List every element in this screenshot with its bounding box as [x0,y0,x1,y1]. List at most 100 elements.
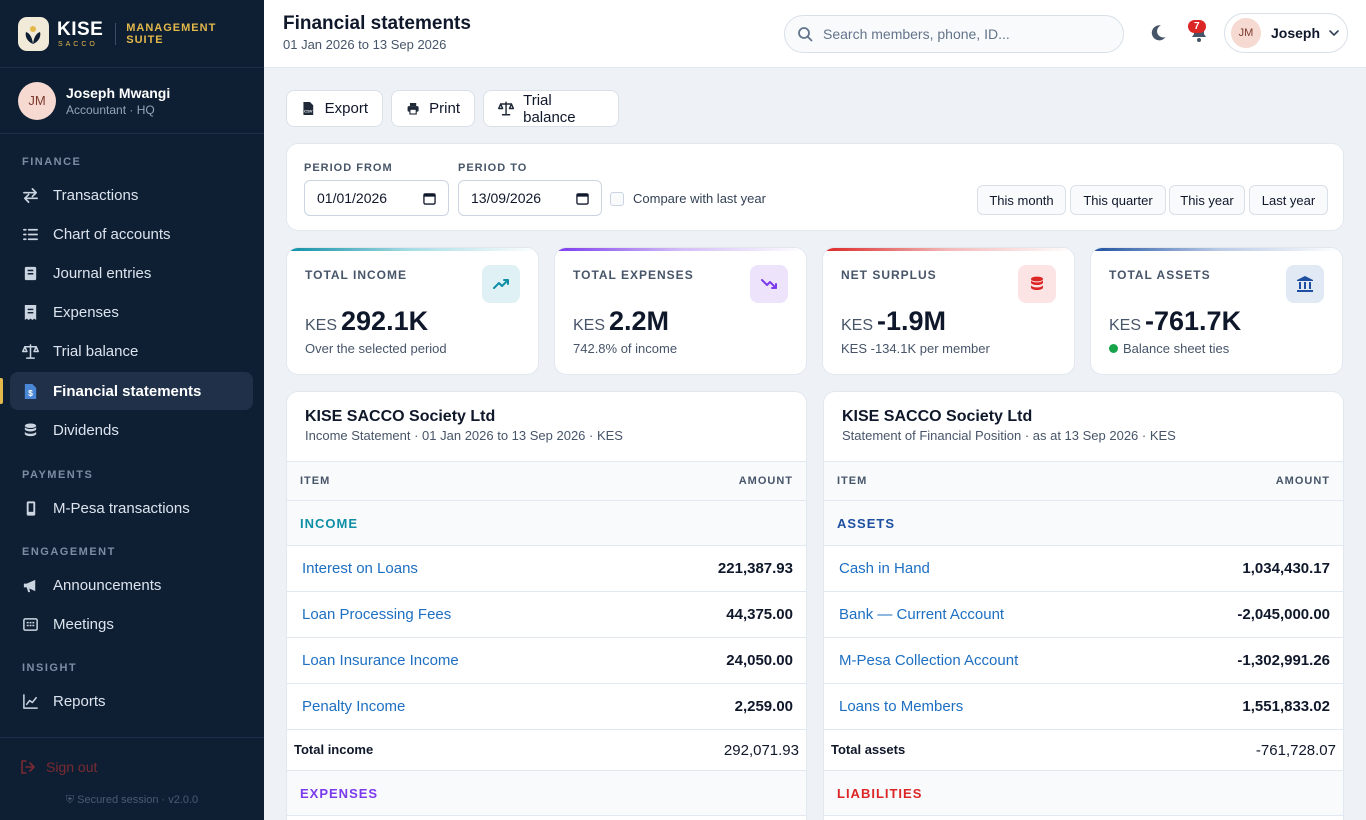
account-link[interactable]: M-Pesa Collection Account [839,652,1019,669]
period-filter-card: PERIOD FROM 01/01/2026 PERIOD TO 13/09/2… [286,143,1344,231]
kpi-subtext: KES -134.1K per member [841,341,990,356]
scale-icon [498,101,515,116]
sidebar-item-label: M-Pesa transactions [53,499,190,517]
sidebar-item-meetings[interactable]: Meetings [10,605,253,643]
megaphone-icon [23,579,36,592]
total-amount: -761,728.07 [1255,742,1336,759]
sidebar-item-trial-balance[interactable]: Trial balance [10,332,253,370]
preset-this-month-button[interactable]: This month [977,185,1066,215]
export-label: Export [324,100,368,117]
table-row: M-Pesa Collection Account -1,302,991.26 [824,638,1343,684]
calendar-icon[interactable] [423,192,436,205]
receipt-icon [24,304,37,320]
section-label: INCOME [300,516,358,531]
amount-cell: 1,034,430.17 [1242,560,1330,577]
section-assets: ASSETS [824,501,1343,546]
financial-position-card: KISE SACCO Society Ltd Statement of Fina… [823,391,1344,820]
brand-title: KISE [56,18,104,40]
sign-out-icon [21,760,35,774]
sidebar-item-expenses[interactable]: Expenses [10,293,253,331]
sign-out-button[interactable]: Sign out [20,759,97,775]
export-button[interactable]: CSV Export [286,90,383,127]
notification-count-badge: 7 [1188,20,1206,33]
profile-name: Joseph Mwangi [66,84,171,101]
kpi-label: TOTAL INCOME [305,268,407,282]
kpi-label: TOTAL EXPENSES [573,268,694,282]
active-indicator [0,378,3,404]
brand-name: KISE SACCO [57,20,103,48]
user-menu-button[interactable]: JM Joseph [1224,13,1348,53]
section-label: ASSETS [837,516,896,531]
sidebar-item-dividends[interactable]: Dividends [10,411,253,449]
table-header: ITEM AMOUNT [287,461,806,501]
sidebar-item-journal-entries[interactable]: Journal entries [10,254,253,292]
statement-org-name: KISE SACCO Society Ltd [305,408,496,425]
sidebar-item-label: Transactions [53,186,139,204]
kise-logo-icon[interactable] [18,16,49,51]
search-input[interactable] [823,26,1103,42]
section-expenses: EXPENSES [287,771,806,816]
sidebar-item-reports[interactable]: Reports [10,682,253,720]
account-link[interactable]: Loan Processing Fees [302,606,452,623]
kpi-accent-stripe [1091,248,1342,251]
account-link[interactable]: Interest on Loans [302,560,418,577]
journal-icon [24,266,37,280]
sidebar-profile[interactable]: JM Joseph Mwangi Accountant · HQ [0,68,264,134]
sidebar-item-transactions[interactable]: Transactions [10,176,253,214]
search-bar[interactable] [784,15,1124,53]
scale-icon [22,343,39,359]
print-button[interactable]: Print [391,90,475,127]
kpi-label: TOTAL ASSETS [1109,268,1211,282]
period-from-input[interactable]: 01/01/2026 [304,180,449,216]
statement-description: Income Statement · 01 Jan 2026 to 13 Sep… [305,428,623,443]
account-link[interactable]: Cash in Hand [839,560,930,577]
kpi-accent-stripe [823,248,1074,251]
account-link[interactable]: Loan Insurance Income [302,652,459,669]
preset-this-quarter-button[interactable]: This quarter [1070,185,1166,215]
account-link[interactable]: Loans to Members [839,698,964,715]
table-row: Cash in Hand 1,034,430.17 [824,546,1343,592]
user-name: Joseph [1271,25,1321,41]
account-link[interactable]: Penalty Income [302,698,406,715]
sidebar-item-financial-statements[interactable]: $ Financial statements [10,372,253,410]
amount-cell: -1,302,991.26 [1237,652,1330,669]
section-label: EXPENSES [300,786,379,801]
kpi-subtext: Balance sheet ties [1109,341,1229,356]
sidebar-item-label: Chart of accounts [53,225,171,243]
compare-checkbox[interactable] [610,191,624,206]
total-label: Total assets [831,742,906,757]
dark-mode-icon[interactable] [1148,23,1168,43]
kpi-number: -761.7K [1145,306,1242,336]
print-label: Print [429,100,460,117]
compare-last-year-toggle[interactable]: Compare with last year [610,191,766,206]
csv-file-icon: CSV [303,101,314,116]
sidebar-item-chart-of-accounts[interactable]: Chart of accounts [10,215,253,253]
secured-session-label: Secured session · v2.0.0 [77,794,199,806]
total-amount: 292,071.93 [723,742,799,759]
amount-cell: 1,551,833.02 [1242,698,1330,715]
account-link[interactable]: Bank — Current Account [839,606,1005,623]
sidebar-item-label: Meetings [53,615,114,633]
statement-org-name: KISE SACCO Society Ltd [842,408,1033,425]
trial-balance-button[interactable]: Trial balance [483,90,619,127]
total-row: Total assets -761,728.07 [824,730,1343,771]
sidebar-item-label: Expenses [53,303,119,321]
calendar-icon[interactable] [576,192,589,205]
printer-icon [407,102,419,115]
sidebar-item-label: Announcements [53,576,162,594]
section-label: LIABILITIES [837,786,923,801]
profile-role: Accountant · HQ [66,102,155,117]
brand-divider [115,22,117,45]
kpi-sub-label: Over the selected period [305,341,447,356]
sidebar-item-announcements[interactable]: Announcements [10,566,253,604]
total-row: Total income 292,071.93 [287,730,806,771]
svg-text:CSV: CSV [304,109,313,114]
sidebar-item-label: Dividends [53,421,119,439]
period-to-input[interactable]: 13/09/2026 [458,180,602,216]
preset-this-year-button[interactable]: This year [1169,185,1245,215]
preset-last-year-button[interactable]: Last year [1249,185,1328,215]
table-row: Loans to Members 1,551,833.02 [824,684,1343,730]
sidebar-item-mpesa[interactable]: M-Pesa transactions [10,489,253,527]
amount-cell: 44,375.00 [726,606,793,623]
nav-section-payments: PAYMENTS [22,469,94,481]
